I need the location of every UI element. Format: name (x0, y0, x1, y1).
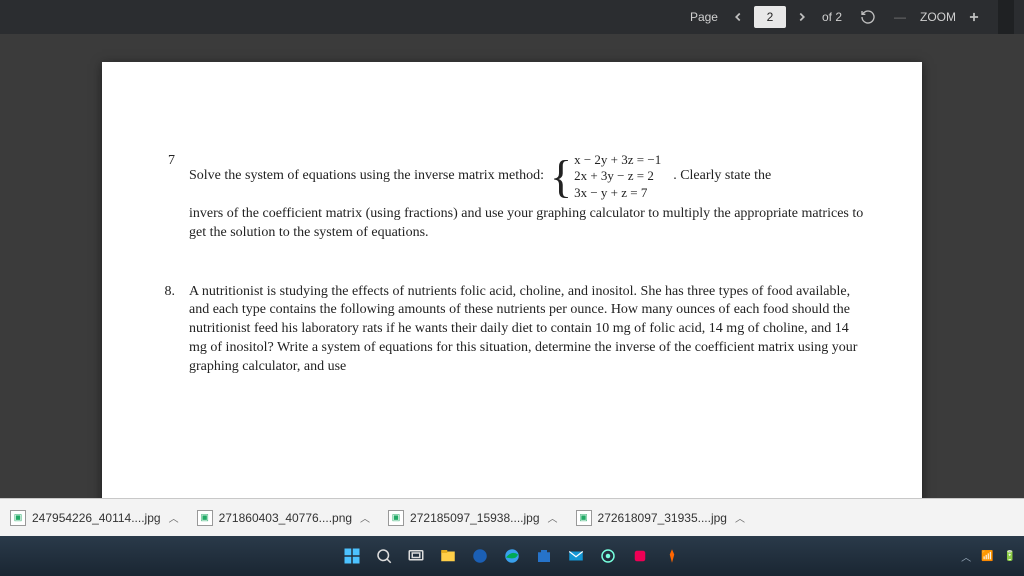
toolbar-edge (998, 0, 1014, 34)
mail-icon[interactable] (563, 543, 589, 569)
problem-body: Solve the system of equations using the … (189, 152, 867, 243)
chevron-up-icon[interactable]: ︿ (548, 510, 558, 525)
download-item[interactable]: ▣ 272618097_31935....jpg ︿ (576, 510, 745, 526)
document-page: 7 Solve the system of equations using th… (102, 62, 922, 498)
document-viewer[interactable]: 7 Solve the system of equations using th… (0, 34, 1024, 498)
image-file-icon: ▣ (388, 510, 404, 526)
windows-taskbar: ︿ 📶 🔋 (0, 536, 1024, 576)
zoom-group: ZOOM (920, 7, 984, 27)
explorer-icon[interactable] (435, 543, 461, 569)
image-file-icon: ▣ (10, 510, 26, 526)
task-view-icon[interactable] (403, 543, 429, 569)
zoom-label: ZOOM (920, 10, 956, 24)
toolbar-separator: — (894, 10, 906, 24)
edge-icon[interactable] (499, 543, 525, 569)
problem-7: 7 Solve the system of equations using th… (157, 152, 867, 243)
problem-intro: Solve the system of equations using the … (189, 167, 544, 186)
page-count-label: of 2 (822, 10, 842, 24)
equation-system: { x − 2y + 3z = −1 2x + 3y − z = 2 3x − … (550, 152, 661, 201)
app-icon-2[interactable] (595, 543, 621, 569)
download-item[interactable]: ▣ 272185097_15938....jpg ︿ (388, 510, 557, 526)
chevron-up-icon[interactable]: ︿ (735, 510, 745, 525)
download-item[interactable]: ▣ 271860403_40776....png ︿ (197, 510, 370, 526)
system-tray[interactable]: ︿ 📶 🔋 (961, 549, 1016, 564)
search-icon[interactable] (371, 543, 397, 569)
image-file-icon: ▣ (576, 510, 592, 526)
equation-2: 2x + 3y − z = 2 (574, 168, 661, 184)
download-item[interactable]: ▣ 247954226_40114....jpg ︿ (10, 510, 179, 526)
brace-icon: { (550, 156, 572, 197)
app-icon[interactable] (467, 543, 493, 569)
prev-page-button[interactable] (728, 7, 748, 27)
problem-8: 8. A nutritionist is studying the effect… (157, 283, 867, 377)
zoom-in-button[interactable] (964, 7, 984, 27)
app-icon-3[interactable] (627, 543, 653, 569)
page-number-input[interactable] (754, 6, 786, 28)
pdf-toolbar: Page of 2 — ZOOM (0, 0, 1024, 34)
chevron-up-icon[interactable]: ︿ (360, 510, 370, 525)
equation-3: 3x − y + z = 7 (574, 185, 661, 201)
page-label: Page (690, 10, 718, 24)
reload-button[interactable] (856, 5, 880, 29)
start-button[interactable] (339, 543, 365, 569)
tray-chevron-icon[interactable]: ︿ (961, 549, 971, 564)
taskbar-center (339, 543, 685, 569)
downloads-shelf: ▣ 247954226_40114....jpg ︿ ▣ 271860403_4… (0, 498, 1024, 536)
tray-wifi-icon[interactable]: 📶 (981, 551, 993, 562)
download-filename: 272618097_31935....jpg (598, 511, 727, 525)
download-filename: 271860403_40776....png (219, 511, 352, 525)
image-file-icon: ▣ (197, 510, 213, 526)
problem-number: 8. (157, 283, 175, 377)
next-page-button[interactable] (792, 7, 812, 27)
download-filename: 272185097_15938....jpg (410, 511, 539, 525)
download-filename: 247954226_40114....jpg (32, 511, 161, 525)
problem-line2: invers of the coefficient matrix (using … (189, 205, 867, 243)
chevron-up-icon[interactable]: ︿ (169, 510, 179, 525)
problem-number: 7 (157, 152, 175, 243)
app-icon-4[interactable] (659, 543, 685, 569)
tray-battery-icon[interactable]: 🔋 (1004, 551, 1016, 562)
equation-1: x − 2y + 3z = −1 (574, 152, 661, 168)
problem-after: . Clearly state the (673, 167, 771, 186)
store-icon[interactable] (531, 543, 557, 569)
problem-body: A nutritionist is studying the effects o… (189, 283, 867, 377)
